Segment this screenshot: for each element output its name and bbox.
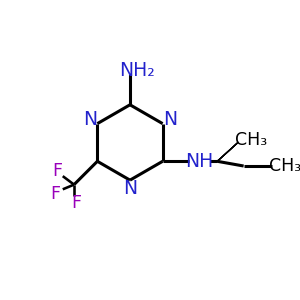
Text: N: N bbox=[83, 110, 97, 129]
Text: NH: NH bbox=[185, 152, 214, 171]
Text: N: N bbox=[163, 110, 177, 129]
Text: F: F bbox=[71, 194, 81, 212]
Text: F: F bbox=[52, 162, 62, 180]
Text: CH₃: CH₃ bbox=[235, 130, 267, 148]
Text: NH₂: NH₂ bbox=[119, 61, 154, 80]
Text: F: F bbox=[50, 185, 60, 203]
Text: N: N bbox=[123, 179, 137, 198]
Text: CH₃: CH₃ bbox=[269, 157, 300, 175]
